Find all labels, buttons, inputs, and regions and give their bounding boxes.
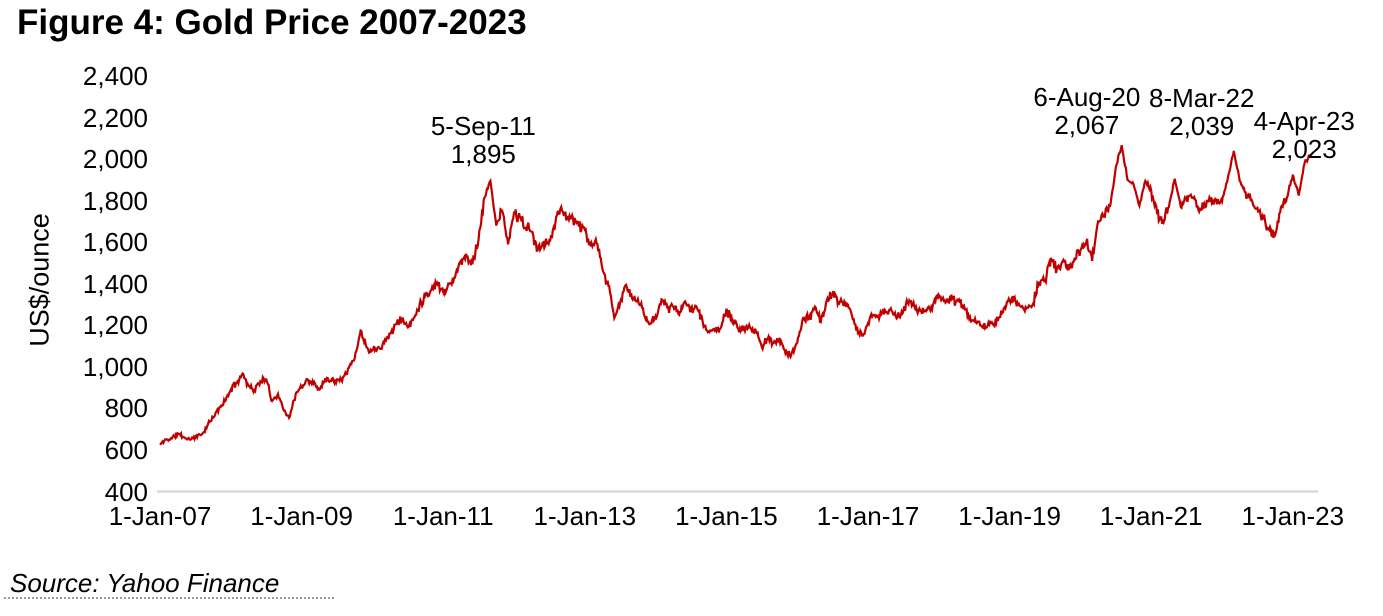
annotation-value: 2,023 — [1271, 134, 1337, 164]
y-tick-label: 1,800 — [82, 185, 148, 216]
annotation-date: 4-Apr-23 — [1253, 106, 1355, 136]
peak-annotation: 5-Sep-11 1,895 — [388, 112, 578, 168]
chart-title: Figure 4: Gold Price 2007-2023 — [17, 3, 527, 42]
x-tick-label: 1-Jan-21 — [1099, 501, 1203, 531]
x-tick-label: 1-Jan-13 — [533, 501, 637, 531]
annotation-value: 2,039 — [1169, 111, 1235, 141]
y-tick-label: 1,200 — [82, 310, 148, 341]
y-tick-label: 1,000 — [82, 351, 148, 382]
y-tick-label: 2,000 — [82, 144, 148, 175]
annotation-date: 6-Aug-20 — [1033, 82, 1141, 112]
source-note: Source: Yahoo Finance — [10, 568, 280, 598]
bottom-divider — [4, 597, 334, 599]
x-tick-label: 1-Jan-23 — [1241, 501, 1345, 531]
y-tick-label: 600 — [104, 434, 148, 465]
annotation-value: 2,067 — [1054, 110, 1120, 140]
x-tick-label: 1-Jan-11 — [392, 501, 494, 531]
x-tick-label: 1-Jan-07 — [108, 501, 212, 531]
y-tick-label: 2,200 — [82, 102, 148, 133]
peak-annotation: 6-Aug-20 2,067 — [992, 83, 1182, 139]
annotation-date: 5-Sep-11 — [430, 111, 536, 141]
annotation-date: 8-Mar-22 — [1148, 83, 1255, 113]
y-tick-label: 1,600 — [82, 227, 148, 258]
y-tick-label: 400 — [104, 476, 148, 507]
x-tick-label: 1-Jan-09 — [250, 501, 353, 531]
peak-annotation: 8-Mar-22 2,039 — [1107, 84, 1297, 140]
x-tick-label: 1-Jan-15 — [675, 501, 778, 531]
x-tick-label: 1-Jan-19 — [958, 501, 1061, 531]
y-tick-label: 1,400 — [82, 268, 148, 299]
y-tick-label: 2,400 — [82, 61, 148, 91]
peak-annotation: 4-Apr-23 2,023 — [1209, 107, 1383, 163]
annotation-value: 1,895 — [450, 139, 516, 169]
y-tick-label: 800 — [104, 393, 148, 424]
gold-price-line — [159, 144, 1312, 446]
x-tick-label: 1-Jan-17 — [816, 501, 920, 531]
